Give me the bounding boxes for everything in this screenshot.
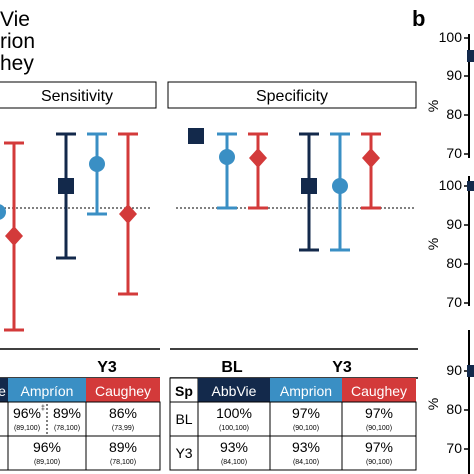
legend-label-1: Vie [0,8,30,31]
table-left-r2-amprion-value: 96% [33,439,61,455]
point-sens-abbvie-y3 [58,178,74,194]
table-right-row-label-y3: Y3 [175,445,192,461]
table-right-r2-caughey-value: 97% [365,439,393,455]
table-left-r1-a-sup: ‡ [41,405,45,412]
table-right-r1-caughey-value: 97% [365,405,393,421]
specificity-title: Specificity [256,88,328,105]
table-right-r1-caughey-ci: (90,100) [366,425,392,432]
right-panel-2: % 100 90 80 70 [425,176,474,310]
right-panel-1: % 100 90 80 70 [425,29,474,161]
table-right-group-bl: BL [221,359,243,376]
table-left-r1-b-ci: (78,100) [54,425,80,432]
sensitivity-title-box: Sensitivity [0,81,157,109]
right-panel-1-ylabel: % [425,100,441,112]
right-panel-1-tick-3: 80 [446,106,462,122]
table-right-r2-caughey-ci: (90,100) [366,459,392,466]
table-right-r1-abbvie-ci: (100,100) [219,425,249,432]
right-panel-2-tick-1: 100 [439,177,463,193]
table-right-r2-amprion-value: 93% [292,439,320,455]
table-right-header-2: Amprion [280,383,332,399]
right-panel-1-tick-4: 70 [446,145,462,161]
table-right-header-1: AbbVie [212,383,257,399]
table-left: Y3 e Ampríon Caughey 96% ‡ (89,100) 89% … [0,348,161,471]
specificity-marks [188,128,381,252]
legend: Vie rion hey [0,8,35,75]
legend-label-3: hey [0,52,34,75]
legend-label-2: rion [0,30,35,53]
table-right-header-3: Caughey [351,383,407,399]
table-left-r2-amprion-ci: (89,100) [34,459,60,466]
table-right-r2-amprion-ci: (84,100) [293,459,319,466]
table-left-header-2: Caughey [95,383,151,399]
table-right-r2-abbvie-value: 93% [220,439,248,455]
point-spec-amprion-y3 [332,178,348,194]
point-spec-caughey-y3 [362,148,380,168]
errorbar-spec-caughey-y3 [361,132,381,210]
right-panel-2-tick-4: 70 [446,294,462,310]
specificity-title-box: Specificity [167,81,417,109]
errorbar-sens-amprion-y3 [87,132,107,216]
point-sens-amprion-y3 [89,156,105,172]
point-sens-caughey-y3 [119,204,137,224]
table-left-r2-caughey-value: 89% [109,439,137,455]
table-right-r1-amprion-value: 97% [292,405,320,421]
table-left-header-0: e [0,383,6,399]
table-right-row-label-bl: BL [175,411,192,427]
right-panel-3: % 90 80 70 [425,330,474,474]
right-panel-2-ylabel: % [425,238,441,250]
right-panel-3-tick-3: 70 [446,440,462,456]
table-right-r2-abbvie-ci: (84,100) [221,459,247,466]
right-panel-1-point [467,50,474,62]
table-left-r1-caughey-ci: (73,99) [112,425,134,432]
sensitivity-marks [0,132,138,332]
right-panel-1-tick-2: 90 [446,67,462,83]
errorbar-sens-abbvie-y3 [56,132,76,260]
table-right-header-0: Sp [175,383,193,399]
point-sens-caughey-bl [5,226,23,246]
table-left-r2-caughey-ci: (78,100) [110,459,136,466]
table-right-r1-amprion-ci: (90,100) [293,425,319,432]
errorbar-spec-amprion-bl [217,132,237,210]
right-panel-3-tick-2: 80 [446,401,462,417]
right-panel-3-ylabel: % [425,398,441,410]
point-spec-abbvie-y3 [301,178,317,194]
point-sens-amprion-bl [0,204,6,220]
panel-letter-b: b [412,6,425,31]
right-panel-1-tick-1: 100 [439,29,463,45]
table-left-group: Y3 [97,359,117,376]
table-right: BL Y3 Sp AbbVie Amprion Caughey BL 100% … [169,348,418,471]
table-left-r1-a-value: 96% [13,405,41,421]
table-right-group-y3: Y3 [332,359,352,376]
right-panel-2-tick-2: 90 [446,216,462,232]
point-spec-caughey-bl [249,148,267,168]
table-left-r1-caughey-value: 86% [109,405,137,421]
table-left-r1-b-value: 89% [53,405,81,421]
right-panel-2-point [467,181,474,191]
table-left-header-1: Ampríon [21,383,74,399]
errorbar-spec-caughey-bl [248,132,268,210]
right-panel-3-tick-1: 90 [446,362,462,378]
point-spec-abbvie-bl [188,128,204,144]
sensitivity-title: Sensitivity [41,88,113,105]
right-panel-2-tick-3: 80 [446,255,462,271]
table-left-r1-a-ci: (89,100) [14,425,40,432]
table-right-r1-abbvie-value: 100% [216,405,252,421]
point-spec-amprion-bl [219,149,235,165]
right-panel-3-point [467,365,474,377]
